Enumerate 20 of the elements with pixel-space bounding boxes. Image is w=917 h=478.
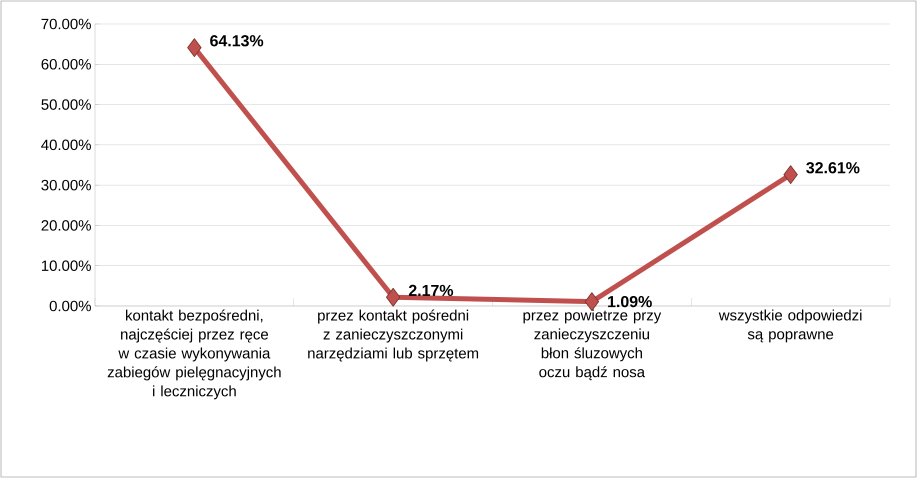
y-tick-label: 30.00% [41,180,91,190]
point [783,165,798,184]
y-tick-label: 70.00% [42,18,91,30]
y-tick-label: 0.00% [50,300,91,312]
x-tick-label: kontakt bezpośredni, najczęściej przez ręce w czasie wykonywania zabiegów pielęgnacyjnych i leczniczych [108,310,281,400]
data-label: 2.17% [408,284,454,296]
x-tick-label: przez powietrze przy zanieczyszczeniu błon śluzowych oczu bądź nosa [524,310,662,380]
y-tick-label: 10.00% [42,260,91,271]
data-label: 1.09% [608,296,652,308]
data-label: 64.13% [210,35,264,46]
point [584,292,600,311]
x-tick-label: przez kontakt pośredni z zanieczyszczonymi narzędziami lub sprzętem [308,310,478,362]
y-tick-label: 60.00% [42,58,91,70]
y-tick-label: 50.00% [41,99,91,110]
data-label: 32.61% [806,162,860,174]
y-tick-label: 20.00% [42,220,91,231]
y-tick-label: 40.00% [41,140,91,150]
x-tick-label: wszystkie odpowiedzi są poprawne [718,310,862,342]
point [187,38,202,58]
point [386,288,400,307]
